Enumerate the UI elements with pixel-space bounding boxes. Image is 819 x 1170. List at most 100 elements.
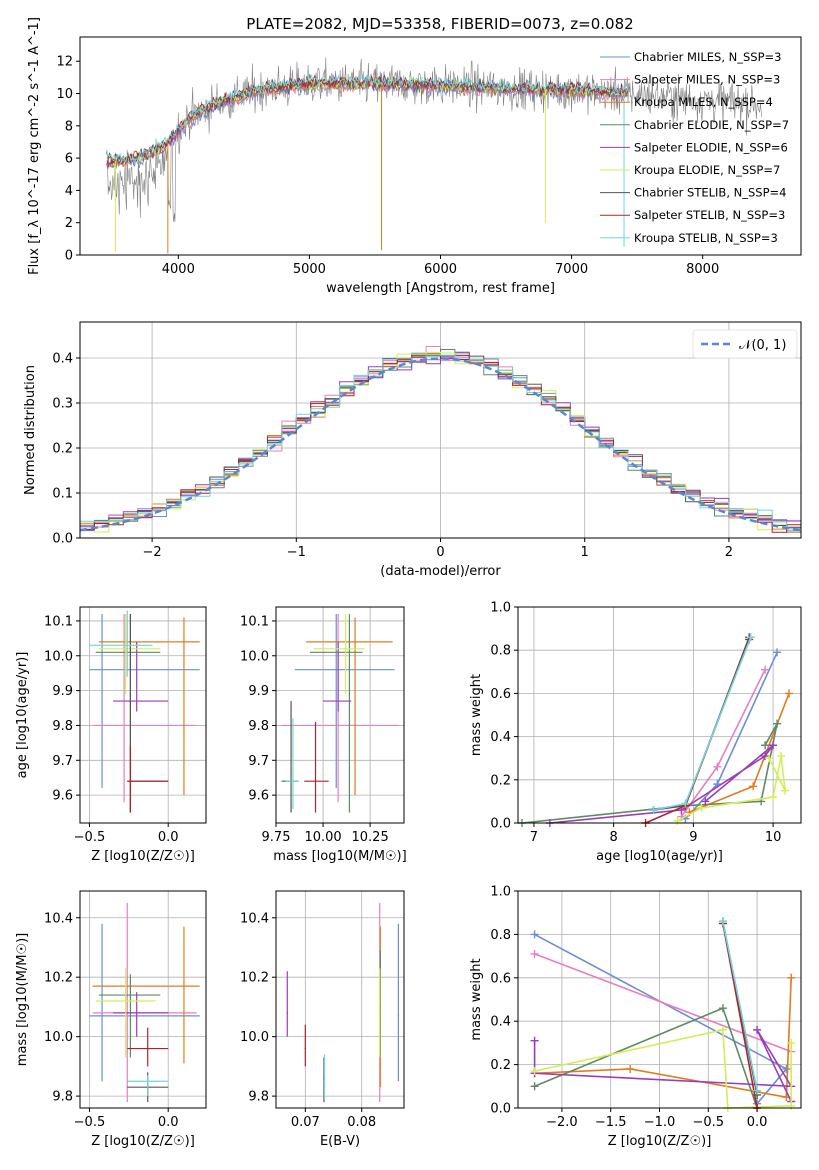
plus-marker xyxy=(530,930,539,939)
data-point xyxy=(304,1047,307,1050)
data-point xyxy=(101,1015,103,1017)
x-axis-label: Z [log10(Z/Z☉)] xyxy=(91,849,195,864)
y-tick-label: 9.8 xyxy=(52,1090,73,1105)
y-tick-label: 8 xyxy=(65,119,73,134)
data-point xyxy=(344,648,347,650)
axes-frame xyxy=(79,606,207,824)
data-point xyxy=(124,648,127,650)
data-point xyxy=(292,780,294,782)
data-point xyxy=(354,641,356,643)
y-tick-label: 0.4 xyxy=(490,1015,511,1030)
x-tick-label: −1.0 xyxy=(644,1115,676,1130)
x-tick-label: 0.0 xyxy=(747,1115,768,1130)
plus-marker xyxy=(782,1064,791,1073)
y-tick-label: 12 xyxy=(56,55,73,70)
legend-label: Salpeter STELIB, N_SSP=3 xyxy=(634,208,785,222)
y-tick-label: 9.6 xyxy=(52,789,73,804)
legend-label: Salpeter MILES, N_SSP=3 xyxy=(634,73,780,87)
plus-marker xyxy=(530,1067,539,1076)
x-tick-label: −2 xyxy=(143,545,162,560)
data-point xyxy=(129,780,132,782)
x-tick-label: 8000 xyxy=(686,262,719,277)
y-tick-label: 1.0 xyxy=(490,601,511,616)
axes-frame xyxy=(517,890,802,1109)
panel-mass-vs-metallicity: −0.5 0.0 9.8 10.0 10.2 10.4 Z [log10(Z/Z☉)] mas… xyxy=(15,890,207,1149)
x-tick-label: 9.75 xyxy=(262,830,291,845)
x-tick-label: 0.07 xyxy=(291,1115,320,1130)
data-point xyxy=(101,668,103,671)
x-tick-label: 7000 xyxy=(555,262,588,277)
mass-weight-line xyxy=(534,1028,792,1108)
x-tick-label: 5000 xyxy=(293,262,326,277)
plus-marker xyxy=(777,752,786,761)
plus-marker xyxy=(753,1086,762,1095)
y-tick-label: 9.9 xyxy=(248,684,269,699)
y-tick-label: 0 xyxy=(65,249,73,264)
plus-marker xyxy=(787,1101,796,1110)
plus-marker xyxy=(765,754,774,763)
y-tick-label: 10.0 xyxy=(240,1030,269,1045)
plus-marker xyxy=(753,1025,762,1034)
y-tick-label: 10.0 xyxy=(240,649,269,664)
figure-title: PLATE=2082, MJD=53358, FIBERID=0073, z=0… xyxy=(246,15,633,33)
x-tick-label: 10 xyxy=(765,830,782,845)
axes-frame xyxy=(79,36,802,256)
panel-residual-histogram: −2 −1 0 1 2 0.0 0.1 0.2 0.3 0.4 (data-model)/error… xyxy=(23,321,802,579)
plus-marker xyxy=(649,806,658,815)
x-axis-label: wavelength [Angstrom, rest frame] xyxy=(326,281,555,296)
plus-marker xyxy=(769,741,778,750)
y-tick-label: 2 xyxy=(65,216,73,231)
mass-weight-line xyxy=(534,933,788,1105)
y-tick-label: 10.4 xyxy=(240,911,269,926)
y-tick-label: 10.1 xyxy=(44,614,73,629)
legend-label: Salpeter ELODIE, N_SSP=6 xyxy=(634,140,788,154)
y-tick-label: 4 xyxy=(65,184,73,199)
data-point xyxy=(123,724,125,727)
mass-weight-line xyxy=(677,755,786,822)
x-tick-label: 0.0 xyxy=(158,1115,179,1130)
plus-marker xyxy=(746,633,755,642)
y-axis-label: age [log10(age/yr)] xyxy=(15,652,30,779)
y-tick-label: 0.4 xyxy=(490,730,511,745)
plus-marker xyxy=(701,797,710,806)
x-tick-label: 9 xyxy=(689,830,697,845)
y-tick-label: 9.7 xyxy=(248,754,269,769)
histogram-steps xyxy=(80,354,801,538)
x-axis-label: mass [log10(M/M☉)] xyxy=(273,849,406,864)
x-tick-label: −0.5 xyxy=(693,1115,725,1130)
y-axis-label: mass weight xyxy=(469,958,484,1040)
x-tick-label: −1 xyxy=(287,545,306,560)
plus-marker xyxy=(781,786,790,795)
axes-frame xyxy=(517,606,802,824)
data-point xyxy=(348,651,351,654)
y-axis-label: Normed distribution xyxy=(23,365,38,495)
plus-marker xyxy=(785,689,794,698)
x-tick-label: 6000 xyxy=(424,262,457,277)
panel-age-vs-mass: 9.75 10.00 10.25 9.6 9.7 9.8 9.9 10.0 10.1 mass [… xyxy=(240,606,407,864)
plus-marker xyxy=(718,1004,727,1013)
data-point xyxy=(378,1000,381,1002)
y-tick-label: 9.9 xyxy=(52,684,73,699)
plus-marker xyxy=(773,719,782,728)
x-tick-label: 4000 xyxy=(162,262,195,277)
mass-weight-line xyxy=(653,636,752,811)
y-tick-label: 9.8 xyxy=(52,719,73,734)
data-point xyxy=(286,1012,289,1014)
y-tick-label: 6 xyxy=(65,152,73,167)
y-tick-label: 0.6 xyxy=(490,971,511,986)
data-point xyxy=(126,644,129,647)
legend-label: Chabrier MILES, N_SSP=3 xyxy=(634,50,781,64)
x-axis-label: Z [log10(Z/Z☉)] xyxy=(608,1134,712,1149)
data-point xyxy=(124,1000,127,1002)
y-tick-label: 0.2 xyxy=(490,773,511,788)
plus-marker xyxy=(787,1038,796,1047)
data-point xyxy=(314,780,317,782)
plus-marker xyxy=(530,949,539,958)
y-tick-label: 10.0 xyxy=(44,1030,73,1045)
y-axis-label: mass [log10(M/M☉)] xyxy=(15,933,30,1066)
axes-frame xyxy=(275,890,405,1109)
model-spectrum-line xyxy=(106,73,628,165)
panel-mass-vs-ebv: 0.07 0.08 9.8 10.0 10.2 10.4 E(B-V) xyxy=(240,890,405,1149)
mass-weight-line xyxy=(722,923,758,1108)
plus-marker xyxy=(681,799,690,808)
